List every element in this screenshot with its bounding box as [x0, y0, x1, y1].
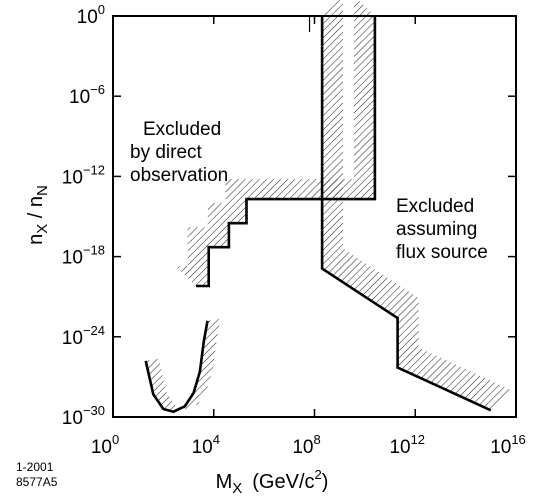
curve-flux	[320, 16, 492, 412]
y-axis-ticks: 100 10−6 10−12 10−18 10−24 10−30	[62, 2, 516, 429]
y-tick-label: 10−24	[62, 323, 105, 349]
hatch-band-flux	[322, 0, 512, 411]
hatched-boundary-bands	[145, 0, 512, 412]
x-tick-label: 104	[192, 432, 220, 458]
x-tick-label: 100	[91, 432, 119, 458]
hatch-band-direct-lowmass	[145, 318, 221, 412]
annotation-flux-source: Excluded assuming flux source	[396, 196, 488, 263]
y-tick-label: 100	[77, 2, 105, 28]
x-axis-ticks: 100 104 108 1012 1016	[91, 16, 526, 458]
y-tick-label: 10−18	[62, 243, 105, 269]
figure-id-line2: 8577A5	[16, 475, 58, 489]
curve-direct	[196, 16, 377, 288]
curve-direct_lowmass	[144, 320, 209, 414]
y-tick-label: 10−30	[62, 403, 105, 429]
x-tick-label: 1012	[389, 432, 425, 458]
y-tick-label: 10−12	[62, 162, 105, 188]
hatch-band-direct	[175, 0, 375, 287]
x-tick-label: 108	[292, 432, 320, 458]
x-axis-label: MX (GeV/c2)	[216, 467, 329, 497]
y-axis-label: nX / nN	[25, 185, 51, 245]
figure-id-line1: 1-2001	[16, 460, 54, 474]
y-tick-label: 10−6	[69, 82, 105, 108]
x-tick-label: 1016	[490, 432, 526, 458]
exclusion-curves	[144, 16, 492, 414]
annotation-direct-observation: Excluded by direct observation	[130, 119, 228, 186]
